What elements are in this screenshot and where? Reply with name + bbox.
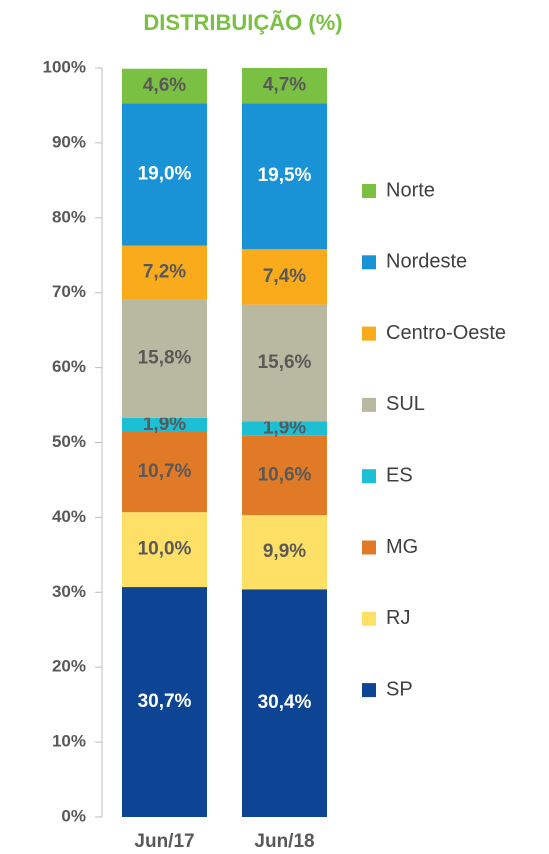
- value-label: 19,5%: [258, 165, 312, 186]
- legend-swatch: [362, 326, 376, 341]
- y-tick-label: 80%: [52, 207, 86, 226]
- bar-segment: [122, 245, 207, 300]
- value-label: 10,7%: [138, 461, 192, 482]
- bar-segment: [122, 512, 207, 588]
- legend-label: Norte: [386, 179, 435, 201]
- y-tick-label: 100%: [43, 57, 86, 76]
- chart-title: DISTRIBUIÇÃO (%): [143, 10, 342, 35]
- legend-swatch: [362, 397, 376, 412]
- value-label: 10,0%: [138, 539, 192, 560]
- value-label: 7,2%: [143, 261, 186, 282]
- legend-swatch: [362, 184, 376, 198]
- value-label: 9,9%: [263, 541, 306, 562]
- value-label: 1,9%: [263, 418, 306, 439]
- value-label: 10,6%: [258, 464, 312, 485]
- y-tick-label: 50%: [52, 432, 86, 451]
- bar-segment: [242, 68, 327, 104]
- y-tick-label: 40%: [52, 507, 86, 526]
- legend-label: MG: [386, 536, 418, 558]
- y-tick-label: 60%: [52, 357, 86, 376]
- bar-segment: [242, 421, 327, 436]
- value-label: 7,4%: [263, 266, 306, 287]
- value-label: 1,9%: [143, 414, 186, 435]
- legend-label: RJ: [386, 607, 410, 629]
- x-tick-label: Jun/18: [254, 831, 314, 852]
- bar-segment: [242, 304, 327, 422]
- legend-swatch: [362, 469, 376, 484]
- value-label: 4,7%: [263, 75, 306, 96]
- legend-swatch: [362, 255, 376, 270]
- legend-label: ES: [386, 464, 413, 486]
- value-label: 15,6%: [258, 352, 312, 373]
- bar-segment: [242, 103, 327, 250]
- bar-segment: [242, 515, 327, 590]
- y-tick-label: 70%: [52, 282, 86, 301]
- value-label: 4,6%: [143, 75, 186, 96]
- bar-segment: [122, 103, 207, 246]
- x-tick-label: Jun/17: [134, 831, 194, 852]
- y-tick-label: 30%: [52, 582, 86, 601]
- y-tick-label: 20%: [52, 657, 86, 676]
- legend-label: SP: [386, 678, 413, 700]
- bar-segment: [242, 435, 327, 516]
- y-tick-label: 0%: [61, 806, 86, 825]
- y-tick-label: 90%: [52, 132, 86, 151]
- legend-swatch: [362, 683, 376, 698]
- bar-segment: [122, 587, 207, 817]
- legend-label: SUL: [386, 393, 425, 415]
- value-label: 19,0%: [138, 163, 192, 184]
- legend-swatch: [362, 611, 376, 626]
- bar-segment: [242, 249, 327, 305]
- bar-segment: [122, 68, 207, 104]
- bar-segment: [122, 299, 207, 418]
- bar-segment: [122, 432, 207, 513]
- y-tick-label: 10%: [52, 732, 86, 751]
- legend-label: Nordeste: [386, 251, 467, 273]
- legend-swatch: [362, 540, 376, 555]
- bar-segment: [242, 589, 327, 817]
- bar-segment: [122, 417, 207, 433]
- legend-label: Centro-Oeste: [386, 322, 506, 344]
- value-label: 30,4%: [258, 692, 312, 713]
- value-label: 30,7%: [138, 691, 192, 712]
- value-label: 15,8%: [138, 348, 192, 369]
